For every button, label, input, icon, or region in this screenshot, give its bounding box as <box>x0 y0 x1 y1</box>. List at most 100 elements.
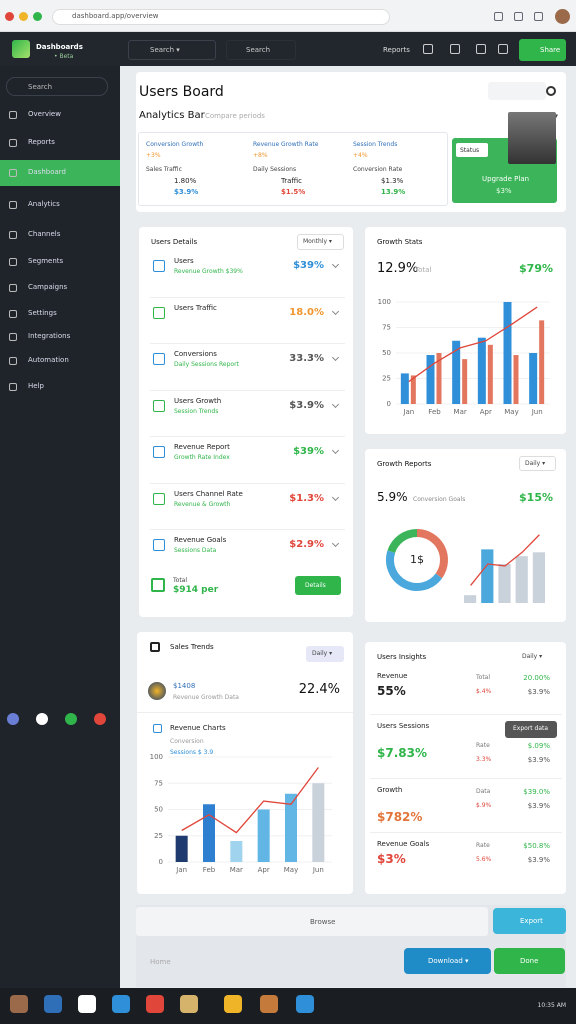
sidebar-item[interactable]: Analytics <box>28 200 60 208</box>
stat-delta: +3% <box>146 152 161 159</box>
sales-value: 22.4% <box>298 682 340 697</box>
sidebar-item[interactable]: Automation <box>28 356 69 364</box>
taskbar-app[interactable] <box>10 995 28 1013</box>
select-text[interactable]: Daily ▾ <box>522 653 543 660</box>
done-button[interactable] <box>494 948 565 974</box>
stat-value: Traffic <box>281 177 303 185</box>
address-bar[interactable] <box>52 9 390 25</box>
sidebar-item[interactable]: Channels <box>28 230 61 238</box>
sidebar <box>0 66 120 988</box>
block-value: 55% <box>377 684 406 698</box>
settings-icon[interactable] <box>546 86 556 96</box>
sidebar-icon[interactable] <box>9 284 17 292</box>
row-sub: Daily Sessions Report <box>174 361 239 368</box>
sidebar-item[interactable]: Campaigns <box>28 283 68 291</box>
sidebar-icon[interactable] <box>9 111 17 119</box>
sidebar-icon[interactable] <box>9 333 17 341</box>
sidebar-item[interactable]: Settings <box>28 309 57 317</box>
sidebar-icon[interactable] <box>9 310 17 318</box>
block-item-value: $50.8% <box>523 842 550 850</box>
card-title: Growth Reports <box>377 460 432 468</box>
block-label: Revenue <box>377 672 408 680</box>
block-item-value: $3.9% <box>527 802 550 810</box>
sales-icon <box>150 642 160 652</box>
top-icon[interactable] <box>423 44 433 54</box>
nav-link[interactable]: Reports <box>383 46 410 54</box>
taskbar-app[interactable] <box>112 995 130 1013</box>
top-icon[interactable] <box>476 44 486 54</box>
download-button[interactable] <box>404 948 491 974</box>
window-dot[interactable] <box>33 12 42 21</box>
select[interactable] <box>306 646 344 662</box>
header-subtitle: Analytics Bar <box>139 110 205 121</box>
clock: 10:35 AM <box>537 1002 566 1009</box>
sidebar-icon[interactable] <box>9 258 17 266</box>
search-box[interactable] <box>226 40 296 60</box>
profile-avatar[interactable] <box>555 9 570 24</box>
home-text: Home <box>150 958 171 966</box>
browser-icon[interactable] <box>534 12 543 21</box>
row-divider <box>150 296 345 298</box>
details-button[interactable] <box>295 576 341 595</box>
row-icon[interactable] <box>153 353 165 365</box>
window-dot[interactable] <box>19 12 28 21</box>
top-icon[interactable] <box>498 44 508 54</box>
row-sub: Session Trends <box>174 407 219 415</box>
download-text[interactable]: Download ▾ <box>428 957 469 965</box>
promo-photo <box>508 112 556 164</box>
sidebar-icon[interactable] <box>9 139 17 147</box>
block-label: Users Sessions <box>377 722 430 730</box>
filter-button[interactable] <box>488 82 546 100</box>
sidebar-item[interactable]: Dashboard <box>28 168 66 176</box>
sidebar-search[interactable] <box>6 77 108 96</box>
bottom-search[interactable] <box>136 907 488 936</box>
taskbar-app[interactable] <box>146 995 164 1013</box>
sidebar-item[interactable]: Integrations <box>28 332 71 340</box>
window-dot[interactable] <box>5 12 14 21</box>
taskbar-app[interactable] <box>44 995 62 1013</box>
button-text[interactable]: Export data <box>513 725 549 732</box>
taskbar-app[interactable] <box>224 995 242 1013</box>
share-button[interactable] <box>519 39 566 61</box>
taskbar-app[interactable] <box>180 995 198 1013</box>
row-icon[interactable] <box>153 399 165 412</box>
block-item-value: $.09% <box>527 742 550 750</box>
divider <box>370 778 562 779</box>
header-title: Users Board <box>139 84 224 100</box>
export-button[interactable] <box>493 908 566 934</box>
export-data-button[interactable] <box>505 721 557 738</box>
sidebar-item[interactable]: Help <box>28 382 44 390</box>
row-icon[interactable] <box>153 539 165 551</box>
promo-tag <box>456 143 488 157</box>
block-item-value: $39.0% <box>523 788 550 796</box>
stat-value: $1.3% <box>381 177 404 185</box>
sidebar-icon[interactable] <box>9 201 17 209</box>
select[interactable] <box>297 234 344 250</box>
export-text[interactable]: Export <box>520 917 543 925</box>
done-text[interactable]: Done <box>520 957 539 965</box>
sidebar-icon[interactable] <box>9 169 17 177</box>
sidebar-item[interactable]: Reports <box>28 138 55 146</box>
row-icon[interactable] <box>153 306 165 319</box>
search-box[interactable] <box>128 40 216 60</box>
promo-tag-text: Status <box>460 147 480 154</box>
row-value: 33.3% <box>289 353 324 364</box>
sidebar-item[interactable]: Segments <box>28 257 64 265</box>
taskbar-app[interactable] <box>296 995 314 1013</box>
row-icon[interactable] <box>153 492 165 505</box>
block-item-value: $3.9% <box>527 688 550 696</box>
taskbar-app[interactable] <box>260 995 278 1013</box>
top-icon[interactable] <box>450 44 460 54</box>
header-hint: Compare periods <box>205 112 265 120</box>
taskbar-app[interactable] <box>78 995 96 1013</box>
row-icon[interactable] <box>153 260 165 272</box>
sidebar-item[interactable]: Overview <box>28 110 61 118</box>
list-panel <box>139 227 353 617</box>
row-icon[interactable] <box>153 446 165 458</box>
sidebar-icon[interactable] <box>9 231 17 239</box>
browser-icon[interactable] <box>514 12 523 21</box>
select[interactable] <box>519 456 556 471</box>
sidebar-icon[interactable] <box>9 383 17 391</box>
browser-icon[interactable] <box>494 12 503 21</box>
sidebar-icon[interactable] <box>9 357 17 365</box>
